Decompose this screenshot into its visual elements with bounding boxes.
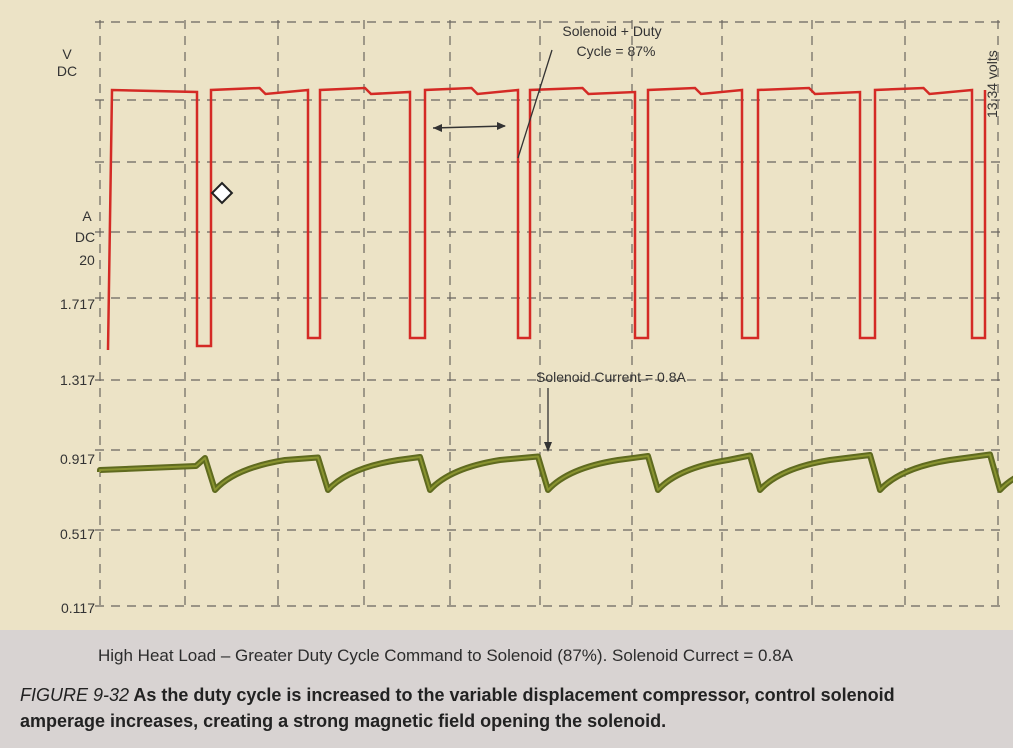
y-unit-adc: DC (75, 229, 95, 245)
y-unit-v: V (62, 46, 72, 62)
duty-cycle-trace (106, 86, 987, 351)
y-tick-label: 0.117 (61, 600, 95, 616)
y-tick-label: 0.917 (60, 451, 95, 467)
figure-description: As the duty cycle is increased to the va… (20, 685, 895, 731)
annotations: Solenoid + Duty Cycle = 87% Solenoid Curre… (210, 23, 686, 452)
traces (97, 86, 1013, 493)
chart-caption: High Heat Load – Greater Duty Cycle Comm… (98, 646, 793, 665)
y-unit-20: 20 (79, 252, 95, 268)
y-tick-label: 1.317 (60, 372, 95, 388)
figure-label: FIGURE 9-32 (20, 685, 130, 705)
current-trace (97, 451, 1013, 493)
arrow-head-left (433, 124, 442, 132)
oscilloscope-chart: V DC A DC 20 1.717 1.317 0.917 0.517 0.117 13.34 v… (0, 0, 1013, 630)
right-scale-label: 13.34 volts (984, 50, 1000, 118)
duty-annotation-line1: Solenoid + Duty (562, 23, 661, 39)
arrow-head-right (497, 122, 506, 130)
current-annotation: Solenoid Current = 0.8A (536, 369, 686, 385)
y-tick-label: 1.717 (60, 296, 95, 312)
current-arrow-head (544, 442, 552, 452)
figure-caption: FIGURE 9-32 As the duty cycle is increas… (20, 682, 980, 734)
cursor-marker (210, 181, 234, 205)
y-tick-label: 0.517 (60, 526, 95, 542)
duty-leader-line (517, 49, 553, 159)
caption-area: High Heat Load – Greater Duty Cycle Comm… (0, 630, 1013, 748)
grid (95, 20, 1005, 612)
period-arrow (432, 125, 506, 129)
y-unit-a: A (82, 208, 92, 224)
current-trace-highlight (99, 453, 1013, 491)
y-unit-dc: DC (57, 63, 77, 79)
duty-annotation-line2: Cycle = 87% (577, 43, 656, 59)
